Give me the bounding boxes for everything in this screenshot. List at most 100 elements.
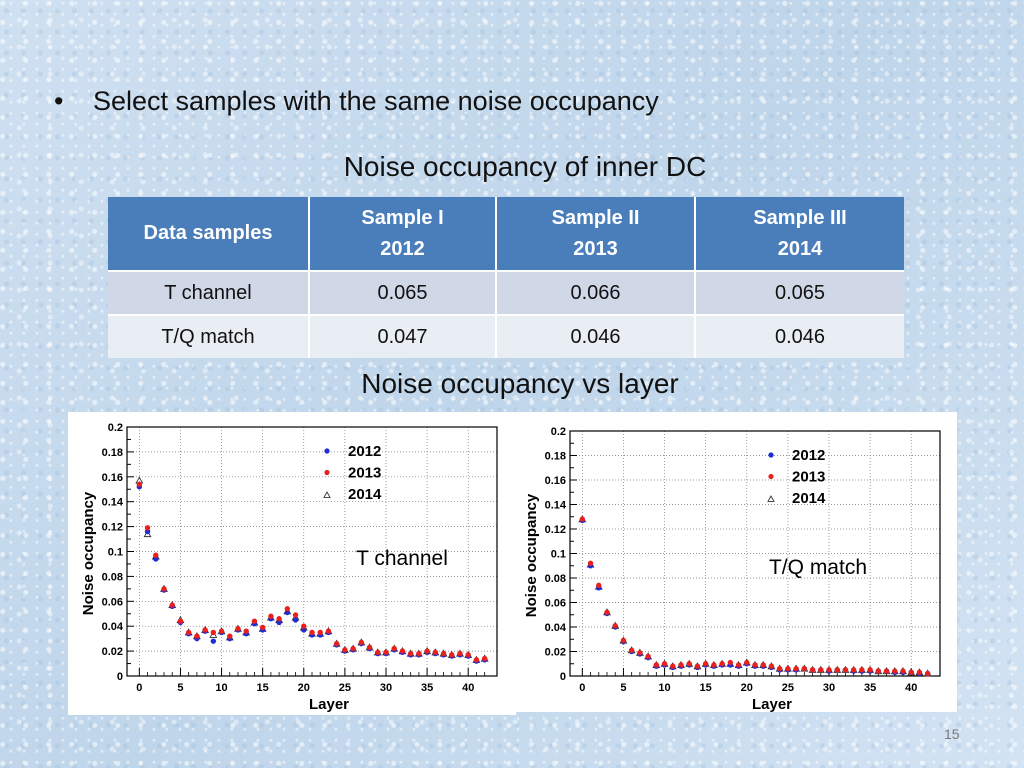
y-tick-label: 0.06 — [102, 596, 123, 608]
data-point-2013 — [407, 650, 414, 657]
data-point-2013 — [473, 657, 480, 663]
data-point-2013 — [375, 649, 381, 656]
data-point-2013 — [801, 665, 808, 672]
y-tick-label: 0.04 — [545, 622, 567, 634]
y-tick-label: 0.16 — [102, 472, 123, 484]
data-point-2013 — [612, 623, 618, 629]
x-axis-label: Layer — [752, 696, 792, 712]
data-point-2013 — [259, 624, 266, 631]
data-point-2013 — [424, 648, 430, 654]
table-row: T/Q match 0.047 0.046 0.046 — [108, 314, 904, 358]
data-point-2013 — [785, 665, 791, 672]
y-tick-label: 0 — [560, 671, 566, 683]
x-axis-label: Layer — [309, 696, 349, 713]
data-point-2013 — [579, 516, 586, 522]
data-point-2013 — [628, 647, 635, 653]
data-point-2013 — [144, 525, 151, 531]
data-point-2013 — [924, 670, 931, 677]
table-column-header: Sample I 2012 — [309, 197, 498, 271]
data-point-2013 — [399, 648, 406, 654]
x-tick-label: 0 — [136, 682, 142, 694]
table-cell: 0.066 — [496, 270, 697, 315]
table-column-header: Sample III 2014 — [695, 197, 904, 271]
table-cell: 0.046 — [695, 314, 904, 358]
legend-label: 2012 — [792, 447, 825, 464]
legend-marker — [324, 469, 330, 476]
data-point-2013 — [809, 667, 816, 673]
data-point-2013 — [325, 628, 332, 634]
y-tick-label: 0.14 — [102, 497, 124, 509]
bullet-text: Select samples with the same noise occup… — [93, 86, 659, 116]
table-header-row: Data samples Sample I 2012 Sample II 201… — [108, 197, 904, 271]
plots-title: Noise occupancy vs layer — [361, 368, 679, 399]
x-tick-label: 30 — [823, 682, 835, 694]
data-point-2013 — [391, 645, 397, 652]
data-point-2013 — [719, 661, 725, 667]
table-cell: 0.065 — [309, 270, 498, 315]
y-tick-label: 0.1 — [108, 547, 123, 559]
table-row: T channel 0.065 0.066 0.065 — [108, 270, 904, 315]
data-point-2013 — [194, 633, 200, 639]
table-corner-header: Data samples — [108, 197, 310, 271]
data-point-2013 — [752, 662, 758, 668]
y-tick-label: 0.08 — [545, 573, 566, 585]
data-point-2013 — [276, 616, 282, 622]
y-tick-label: 0.1 — [551, 549, 566, 561]
x-tick-label: 40 — [905, 682, 917, 694]
y-tick-label: 0.02 — [102, 646, 123, 658]
data-point-2013 — [875, 668, 882, 674]
data-point-2013 — [859, 667, 865, 673]
data-point-2012 — [153, 556, 159, 562]
data-point-2013 — [202, 627, 208, 633]
x-tick-label: 35 — [864, 682, 876, 694]
column-header-line2: 2013 — [573, 237, 618, 260]
data-point-2013 — [908, 669, 914, 676]
column-header-line2: 2014 — [777, 237, 823, 260]
data-point-2013 — [768, 663, 775, 669]
legend-marker — [323, 491, 331, 498]
data-point-2013 — [818, 667, 824, 673]
data-point-2013 — [457, 650, 463, 657]
y-axis-label: Noise occupancy — [80, 491, 97, 615]
data-point-2013 — [243, 628, 249, 634]
legend-label: 2013 — [792, 469, 825, 486]
table-row-label: T/Q match — [108, 314, 310, 358]
data-point-2013 — [661, 661, 668, 667]
x-tick-label: 10 — [215, 682, 227, 694]
data-point-2013 — [317, 629, 323, 636]
data-point-2013 — [169, 602, 175, 608]
data-point-2013 — [883, 668, 890, 674]
data-point-2013 — [301, 623, 307, 629]
t-channel-plot-panel: 0 0.02 0.04 0.06 0.08 0.1 0.12 0.14 0.16 0.18 0.2 0… — [68, 412, 516, 715]
y-tick-label: 0.12 — [102, 522, 123, 534]
y-tick-label: 0.2 — [108, 422, 123, 434]
y-tick-label: 0.18 — [545, 451, 566, 463]
x-tick-label: 25 — [339, 682, 351, 694]
column-header-line2: 2012 — [380, 237, 425, 260]
t-channel-chart: 0 0.02 0.04 0.06 0.08 0.1 0.12 0.14 0.16 0.18 0.2 0… — [80, 422, 498, 713]
data-point-2013 — [637, 650, 643, 656]
legend-marker — [768, 452, 774, 458]
data-point-2013 — [711, 662, 717, 668]
y-axis-label: Noise occupancy — [523, 493, 540, 617]
y-tick-label: 0.18 — [102, 447, 123, 459]
data-point-2013 — [834, 667, 840, 673]
x-tick-label: 15 — [257, 682, 269, 694]
y-tick-label: 0.2 — [551, 426, 566, 438]
table-cell: 0.047 — [309, 314, 498, 358]
data-point-2013 — [161, 586, 167, 592]
data-point-2012 — [292, 617, 299, 623]
data-point-2013 — [210, 629, 217, 636]
data-point-2013 — [136, 481, 143, 487]
data-point-2013 — [465, 652, 471, 658]
tq-match-chart: 0 0.02 0.04 0.06 0.08 0.1 0.12 0.14 0.16 0.18 0.2 0… — [523, 426, 941, 713]
data-point-2013 — [481, 655, 488, 662]
data-point-2013 — [185, 629, 192, 636]
x-tick-label: 5 — [620, 682, 626, 694]
x-tick-label: 10 — [658, 682, 670, 694]
table-title: Noise occupancy of inner DC — [343, 151, 707, 182]
data-point-2013 — [235, 625, 241, 632]
data-point-2013 — [826, 667, 832, 673]
x-tick-label: 40 — [462, 682, 474, 694]
table-row-label: T channel — [108, 270, 310, 315]
